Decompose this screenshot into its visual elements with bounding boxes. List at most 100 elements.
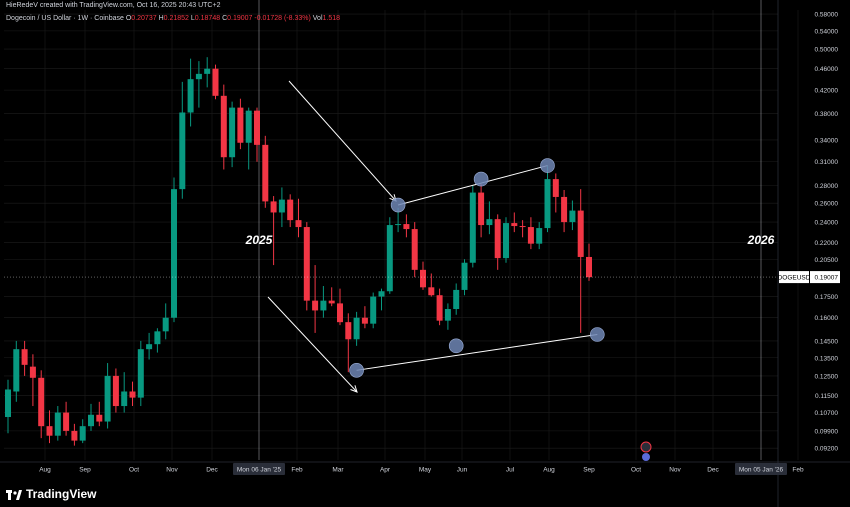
candle-body xyxy=(29,366,36,378)
candle-body xyxy=(187,79,194,113)
price-tick-label: 0.46000 xyxy=(815,66,839,73)
trendline xyxy=(397,165,548,206)
candle-body xyxy=(577,210,584,257)
candle-body xyxy=(13,349,20,392)
price-tick-label: 0.16000 xyxy=(815,315,839,322)
price-tick-label: 0.14500 xyxy=(815,338,839,345)
candle xyxy=(444,303,451,330)
down-arrow-lower xyxy=(267,296,358,393)
candle-body xyxy=(486,219,493,226)
candle xyxy=(428,273,435,297)
candle xyxy=(245,107,252,170)
pivot-circle xyxy=(390,197,406,213)
time-tick-label: Oct xyxy=(129,467,139,474)
candle xyxy=(79,419,86,444)
price-tick-label: 0.24000 xyxy=(815,220,839,227)
candle xyxy=(112,368,119,413)
event-icon[interactable] xyxy=(640,441,652,453)
ohlc-low-label: L xyxy=(190,15,195,22)
year-marker-label: 2026 xyxy=(747,233,775,247)
price-tick-label: 0.17500 xyxy=(815,294,839,301)
candle xyxy=(204,57,211,88)
ohlc-low-value: 0.18748 xyxy=(194,15,221,22)
candle xyxy=(527,217,534,250)
price-tick-label: 0.13500 xyxy=(815,355,839,362)
candle-body xyxy=(519,226,526,228)
candle-body xyxy=(494,219,501,259)
arrow-shaft xyxy=(267,296,358,393)
candle xyxy=(46,410,53,444)
candle xyxy=(577,189,584,333)
time-tick-label: Nov xyxy=(669,467,681,474)
candle xyxy=(220,84,227,170)
candle xyxy=(287,194,294,228)
pivot-circle xyxy=(540,158,555,173)
candle-body xyxy=(328,300,335,304)
candle xyxy=(13,340,20,402)
price-tick-label: 0.31000 xyxy=(815,159,839,166)
candle-body xyxy=(403,224,410,230)
candle xyxy=(353,311,360,346)
candle xyxy=(328,287,335,307)
time-tick-label: Feb xyxy=(792,467,804,474)
candle-body xyxy=(561,196,568,223)
candle-body xyxy=(361,317,368,324)
candle xyxy=(121,372,128,413)
price-tick-label: 0.22000 xyxy=(815,240,839,247)
pivot-circle xyxy=(448,338,464,354)
year-marker-label: 2025 xyxy=(245,233,273,247)
price-axis[interactable]: 0.58000 0.54000 0.50000 0.46000 0.42000 0.380… xyxy=(778,0,840,507)
time-axis[interactable]: Aug Sep Oct Nov Dec Mon 06 Jan '25 Feb Mar Apr Ma… xyxy=(0,461,850,475)
ohlc-change-value: -0.01728 (-8.33%) xyxy=(254,15,311,22)
candle xyxy=(569,200,576,231)
candle-body xyxy=(21,349,28,365)
candle xyxy=(469,185,476,268)
pivot-circle xyxy=(349,363,364,378)
attribution-text: HieRedeV created with TradingView.com, O… xyxy=(6,2,221,9)
candle-body xyxy=(278,199,285,213)
candle xyxy=(162,303,169,340)
candle-body xyxy=(262,144,269,202)
candle xyxy=(378,288,385,311)
price-tick-label: 0.34000 xyxy=(815,137,839,144)
candle xyxy=(237,98,244,150)
tradingview-logo[interactable]: TradingView xyxy=(6,487,96,501)
price-tick-label: 0.20500 xyxy=(815,257,839,264)
earnings-flag-icon[interactable] xyxy=(642,453,650,461)
time-tick-label: Jul xyxy=(506,467,515,474)
candle-body xyxy=(54,412,61,436)
candle-body xyxy=(436,295,443,321)
ohlc-high-value: 0.21852 xyxy=(163,15,189,22)
candle-body xyxy=(229,107,236,158)
ohlc-open-label: O xyxy=(125,15,132,22)
candle xyxy=(361,306,368,329)
candle xyxy=(71,423,78,446)
candle-body xyxy=(295,220,302,228)
candle-body xyxy=(353,317,360,340)
candle xyxy=(179,81,186,199)
candle xyxy=(337,288,343,326)
time-tick-label: Mon 06 Jan '25 xyxy=(237,467,282,474)
candle-body xyxy=(453,289,460,310)
candle xyxy=(303,222,310,311)
candle xyxy=(411,222,418,278)
trendline xyxy=(356,333,598,371)
symbol-badge xyxy=(779,271,809,284)
symbol-title: Dogecoin / US Dollar · 1W · Coinbase xyxy=(6,15,124,22)
candle xyxy=(436,288,443,326)
year-separators: 2025 2026 xyxy=(245,0,775,460)
candle-body xyxy=(146,344,153,350)
candle xyxy=(104,363,111,429)
candle-body xyxy=(63,412,70,431)
time-tick-label: Apr xyxy=(380,467,391,474)
candle xyxy=(586,243,592,281)
price-tick-label: 0.11500 xyxy=(815,393,838,400)
candle xyxy=(21,340,28,376)
candle xyxy=(195,61,202,108)
candle-body xyxy=(129,391,136,398)
candle xyxy=(552,173,559,213)
candle-body xyxy=(46,426,53,436)
grid xyxy=(4,10,799,460)
candle-body xyxy=(171,189,177,318)
